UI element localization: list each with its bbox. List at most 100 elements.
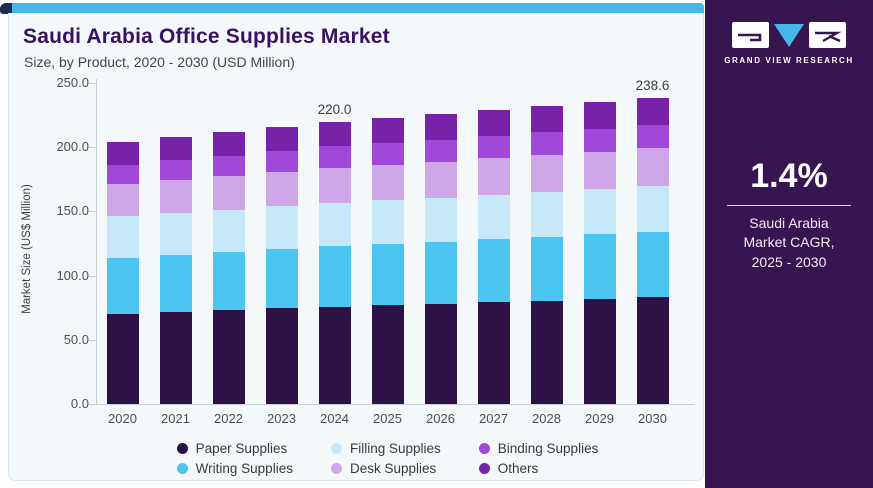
- bar-slot-2029: [573, 83, 626, 404]
- legend: Paper Supplies Writing Supplies Filling Su…: [96, 441, 679, 476]
- segment-binding-supplies: [371, 143, 404, 166]
- stacked-bar-2029: [583, 102, 616, 404]
- stacked-bar-2025: [371, 118, 404, 404]
- y-tick-mark: [89, 339, 96, 341]
- segment-desk-supplies: [636, 148, 669, 187]
- stacked-bar-2030: [636, 97, 669, 404]
- segment-others: [318, 121, 351, 147]
- segment-desk-supplies: [265, 172, 298, 207]
- segment-writing-supplies: [212, 252, 245, 311]
- stacked-bar-2024: [318, 121, 351, 404]
- x-tick-label-2027: 2027: [479, 411, 508, 426]
- x-tick-label-2026: 2026: [426, 411, 455, 426]
- top-accent-blue-strip: [12, 3, 704, 14]
- logo-g-block: [732, 22, 769, 48]
- stacked-bar-2027: [477, 110, 510, 404]
- segment-writing-supplies: [424, 241, 457, 304]
- segment-filling-supplies: [318, 202, 351, 247]
- legend-label: Others: [497, 461, 539, 476]
- segment-paper-supplies: [477, 302, 510, 404]
- x-tick-label-2025: 2025: [373, 411, 402, 426]
- segment-writing-supplies: [318, 246, 351, 307]
- segment-writing-supplies: [530, 236, 563, 301]
- segment-binding-supplies: [212, 155, 245, 177]
- stacked-bar-2026: [424, 114, 457, 404]
- segment-filling-supplies: [106, 216, 139, 259]
- gvr-logo-icon: [705, 22, 873, 48]
- segment-paper-supplies: [424, 303, 457, 404]
- chart-title: Saudi Arabia Office Supplies Market: [23, 25, 390, 48]
- legend-dot-icon: [478, 443, 490, 454]
- cagr-caption-line: Market CAGR,: [743, 234, 835, 251]
- segment-desk-supplies: [159, 180, 192, 213]
- segment-others: [424, 114, 457, 140]
- segment-writing-supplies: [583, 234, 616, 300]
- cagr-caption-line: Saudi Arabia: [749, 215, 829, 231]
- bar-slot-2026: [414, 83, 467, 404]
- segment-desk-supplies: [212, 176, 245, 210]
- x-axis-tick-labels: 2020 2021 2022 2023 2024 2025 2026 2027 2028 2029…: [96, 411, 679, 426]
- legend-dot-icon: [330, 463, 342, 474]
- cagr-caption: Saudi Arabia Market CAGR, 2025 - 2030: [705, 214, 873, 272]
- legend-label: Binding Supplies: [497, 441, 599, 456]
- segment-others: [106, 141, 139, 165]
- y-tick-label: 50.0: [63, 331, 89, 347]
- segment-binding-supplies: [318, 146, 351, 168]
- x-tick-label-2022: 2022: [214, 411, 243, 426]
- logo-g-glyph: [738, 33, 762, 42]
- x-tick-label-2029: 2029: [585, 411, 614, 426]
- logo-r-block: [809, 22, 846, 48]
- brand-sidebar: GRAND VIEW RESEARCH 1.4% Saudi Arabia Ma…: [705, 0, 873, 488]
- chart-subtitle: Size, by Product, 2020 - 2030 (USD Milli…: [24, 54, 295, 70]
- x-tick-label-2023: 2023: [267, 411, 296, 426]
- stacked-bar-2028: [530, 106, 563, 404]
- stacked-bar-chart: Market Size (US$ Million) 0.0 50.0 100.0 15…: [9, 75, 705, 443]
- segment-others: [530, 106, 563, 133]
- bar-slot-2028: [520, 83, 573, 404]
- cagr-block: 1.4% Saudi Arabia Market CAGR, 2025 - 20…: [705, 157, 873, 272]
- legend-item-paper-supplies: Paper Supplies: [176, 441, 293, 456]
- segment-desk-supplies: [477, 158, 510, 195]
- bar-slot-2030: 238.6: [626, 78, 679, 404]
- legend-label: Paper Supplies: [195, 441, 288, 456]
- segment-paper-supplies: [583, 299, 616, 404]
- segment-binding-supplies: [159, 160, 192, 181]
- segment-paper-supplies: [265, 308, 298, 404]
- segment-paper-supplies: [530, 300, 563, 404]
- segment-others: [636, 97, 669, 125]
- legend-label: Writing Supplies: [195, 461, 293, 476]
- bar-value-label-2024: 220.0: [317, 101, 352, 117]
- x-tick-label-2020: 2020: [108, 411, 137, 426]
- segment-filling-supplies: [583, 189, 616, 235]
- segment-desk-supplies: [318, 167, 351, 203]
- x-axis-line: [96, 404, 694, 405]
- y-axis-line: [96, 79, 97, 405]
- y-tick-mark: [89, 275, 96, 277]
- segment-filling-supplies: [530, 192, 563, 237]
- legend-item-filling-supplies: Filling Supplies: [330, 441, 441, 456]
- segment-desk-supplies: [371, 165, 404, 201]
- segment-others: [265, 126, 298, 152]
- segment-desk-supplies: [106, 184, 139, 217]
- segment-binding-supplies: [106, 164, 139, 185]
- segment-others: [212, 131, 245, 156]
- stacked-bar-2022: [212, 131, 245, 404]
- chart-card: Saudi Arabia Office Supplies Market Size…: [8, 13, 704, 481]
- legend-grid: Paper Supplies Writing Supplies Filling Su…: [176, 441, 599, 476]
- y-tick-label: 100.0: [56, 267, 89, 283]
- x-tick-label-2021: 2021: [161, 411, 190, 426]
- legend-label: Filling Supplies: [349, 441, 441, 456]
- segment-desk-supplies: [530, 154, 563, 193]
- stacked-bar-2020: [106, 141, 139, 404]
- segment-filling-supplies: [212, 209, 245, 253]
- y-tick-label: 0.0: [70, 396, 89, 411]
- y-tick-mark: [89, 211, 96, 213]
- bar-slot-2020: [96, 83, 149, 404]
- segment-filling-supplies: [371, 200, 404, 245]
- y-tick-mark: [89, 147, 96, 149]
- segment-binding-supplies: [477, 135, 510, 159]
- segment-others: [477, 110, 510, 136]
- logo-v-triangle-icon: [774, 23, 804, 47]
- segment-filling-supplies: [159, 212, 192, 256]
- segment-writing-supplies: [106, 258, 139, 314]
